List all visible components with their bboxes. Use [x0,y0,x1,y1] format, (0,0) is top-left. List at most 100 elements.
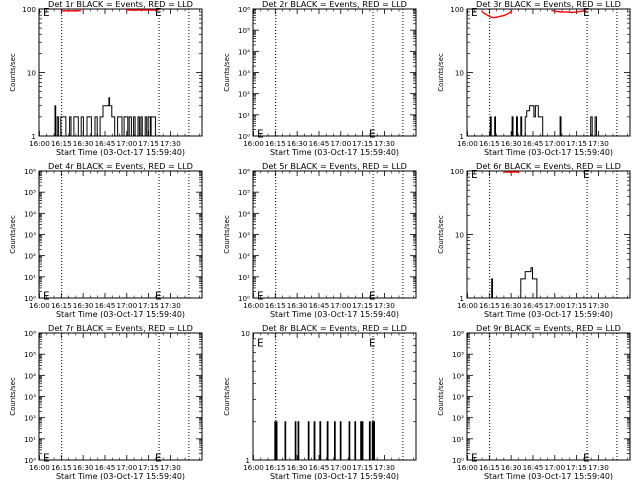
plot-frame [38,332,203,461]
x-tick-label: 17:30 [160,463,181,472]
y-tick-label: 10⁴ [238,47,250,56]
y-tick-label: 10³ [452,393,464,402]
chart-title: Det 7r BLACK = Events, RED = LLD [48,323,193,333]
y-tick-label: 10³ [238,69,250,78]
events-series-line [253,421,416,461]
y-axis-label: Counts/sec [437,53,445,92]
y-tick-label: 10⁴ [452,371,464,380]
x-tick-label: 17:15 [138,463,159,472]
e-marker: E [369,128,376,141]
e-marker: E [471,6,478,19]
e-marker: E [583,6,590,19]
x-tick-label: 16:30 [287,463,308,472]
x-tick-label: 17:15 [566,463,587,472]
y-tick-label: 10¹ [238,111,250,120]
y-tick-label: 10⁰ [238,132,250,141]
x-tick-label: 16:15 [51,463,72,472]
chart-title: Det 6r BLACK = Events, RED = LLD [476,161,621,171]
e-marker: E [155,290,162,303]
y-tick-label: 10³ [24,231,36,240]
y-axis-label: Counts/sec [9,53,17,92]
y-tick-label: 10¹ [24,435,36,444]
y-tick-label: 10⁰ [238,294,250,303]
e-marker: E [369,290,376,303]
x-tick-label: 17:00 [544,301,565,310]
y-tick-label: 10 [241,329,251,338]
e-marker: E [155,452,162,465]
x-tick-label: 16:45 [523,463,544,472]
chart-title: Det 4r BLACK = Events, RED = LLD [48,161,193,171]
e-marker: E [43,6,50,19]
x-tick-label: 17:15 [138,139,159,148]
x-tick-label: 16:45 [523,301,544,310]
y-tick-label: 10 [455,231,465,240]
x-tick-label: 16:30 [501,301,522,310]
x-tick-label: 17:15 [138,301,159,310]
y-tick-label: 10⁴ [238,209,250,218]
chart-title: Det 5r BLACK = Events, RED = LLD [262,161,407,171]
y-tick-label: 10⁵ [238,26,250,35]
x-tick-label: 16:30 [73,139,94,148]
y-tick-label: 10⁴ [24,371,36,380]
detector-chart-panel: Det 8r BLACK = Events, RED = LLD Start Ti… [223,323,417,480]
y-tick-label: 10 [455,69,465,78]
y-tick-label: 10² [24,414,36,423]
x-tick-label: 16:45 [523,139,544,148]
x-tick-label: 17:00 [116,463,137,472]
x-tick-label: 16:30 [501,139,522,148]
x-tick-label: 17:30 [160,139,181,148]
detector-chart-panel: Det 4r BLACK = Events, RED = LLD Start Ti… [9,161,203,319]
plot-frame [252,8,417,137]
x-tick-label: 16:00 [243,139,264,148]
y-tick-label: 10⁴ [24,209,36,218]
y-tick-label: 10⁵ [24,188,36,197]
x-tick-label: 16:15 [265,463,286,472]
y-tick-label: 10³ [24,393,36,402]
x-tick-label: 17:15 [352,139,373,148]
x-tick-label: 16:15 [479,139,500,148]
detector-chart-panel: Det 2r BLACK = Events, RED = LLD Start Ti… [223,0,417,157]
y-tick-label: 10⁶ [24,329,36,338]
y-tick-label: 10⁶ [238,167,250,176]
y-tick-label: 10⁶ [452,329,464,338]
x-tick-label: 17:00 [330,301,351,310]
x-axis-label: Start Time (03-Oct-17 15:59:40) [56,310,185,319]
x-tick-label: 16:45 [309,463,330,472]
e-marker: E [257,128,264,141]
y-tick-label: 10¹ [238,273,250,282]
detector-chart-panel: Det 3r BLACK = Events, RED = LLD Start Ti… [437,0,631,157]
x-tick-label: 17:30 [374,139,395,148]
x-tick-label: 16:15 [265,301,286,310]
events-series-line [467,105,630,137]
e-marker: E [43,452,50,465]
y-axis-label: Counts/sec [437,377,445,416]
y-tick-label: 1 [459,294,464,303]
y-tick-label: 10² [24,252,36,261]
x-tick-label: 16:00 [243,463,264,472]
x-tick-label: 16:45 [309,139,330,148]
x-axis-label: Start Time (03-Oct-17 15:59:40) [484,148,613,157]
lld-series-line [481,9,513,19]
y-tick-label: 1 [459,132,464,141]
events-series-line [39,97,202,137]
y-tick-label: 10³ [238,231,250,240]
e-marker: E [583,168,590,181]
y-tick-label: 10⁰ [452,456,464,465]
x-tick-label: 16:15 [479,301,500,310]
x-tick-label: 16:30 [287,301,308,310]
y-tick-label: 10¹ [452,435,464,444]
y-tick-label: 10² [238,252,250,261]
x-axis-label: Start Time (03-Oct-17 15:59:40) [270,148,399,157]
y-tick-label: 10⁵ [452,350,464,359]
detector-chart-panel: Det 9r BLACK = Events, RED = LLD Start Ti… [437,323,631,480]
y-tick-label: 10⁵ [24,350,36,359]
chart-title: Det 1r BLACK = Events, RED = LLD [48,0,193,9]
x-tick-label: 17:30 [160,301,181,310]
plot-frame [252,170,417,299]
x-tick-label: 16:30 [287,139,308,148]
x-tick-label: 16:15 [51,301,72,310]
x-tick-label: 16:45 [95,463,116,472]
x-tick-label: 16:45 [95,139,116,148]
x-axis-label: Start Time (03-Oct-17 15:59:40) [56,472,185,480]
